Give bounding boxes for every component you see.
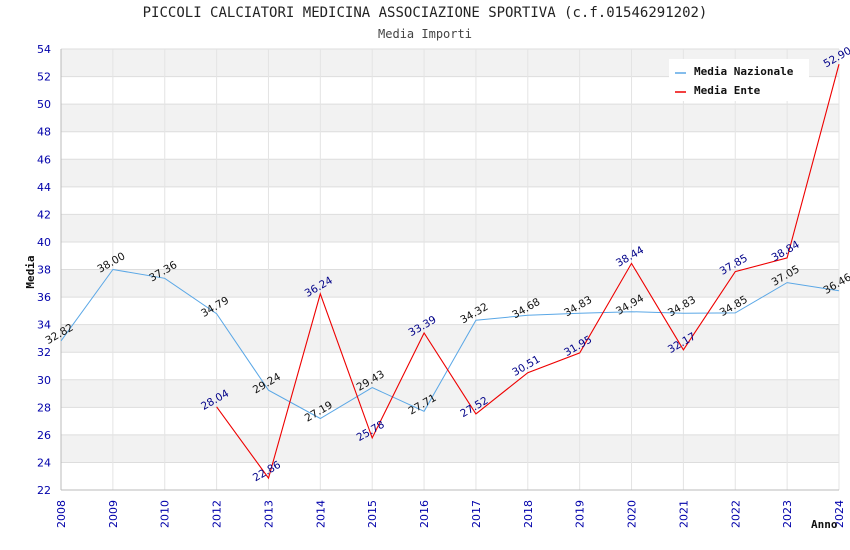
axes <box>60 49 839 491</box>
y-tick-label: 38 <box>37 264 51 277</box>
y-tick-label: 32 <box>37 346 51 359</box>
grid-band <box>61 324 839 353</box>
x-tick-label: 2012 <box>211 500 224 528</box>
x-tick-label: 2017 <box>470 500 483 528</box>
x-tick-label: 2018 <box>522 500 535 528</box>
plot-bands <box>61 49 839 463</box>
grid-band <box>61 379 839 408</box>
x-tick-label: 2009 <box>107 500 120 528</box>
x-axis-label: Anno <box>811 518 838 531</box>
series-line-nazionale <box>60 268 840 420</box>
series-lines <box>60 64 840 480</box>
grid-band <box>61 104 839 132</box>
y-tick-label: 48 <box>37 126 51 139</box>
y-tick-label: 40 <box>37 236 51 249</box>
x-tick-label: 2024 <box>833 500 846 528</box>
legend-label-ente: Media Ente <box>694 84 761 97</box>
y-tick-label: 54 <box>37 43 51 56</box>
y-tick-labels: 22 24 26 28 30 32 34 36 38 40 42 44 46 48 50 52 54 <box>37 43 51 497</box>
y-tick-label: 22 <box>37 484 51 497</box>
chart-subtitle: Media Importi <box>378 27 472 41</box>
grid-lines <box>60 48 840 491</box>
x-tick-label: 2014 <box>314 500 327 528</box>
data-label-nazionale: 34.83 <box>666 294 698 319</box>
x-tick-label: 2013 <box>262 500 275 528</box>
y-tick-label: 52 <box>37 71 51 84</box>
y-tick-label: 24 <box>37 456 51 469</box>
y-tick-label: 42 <box>37 208 51 221</box>
y-tick-label: 28 <box>37 401 51 414</box>
y-tick-label: 34 <box>37 319 51 332</box>
y-tick-label: 46 <box>37 153 51 166</box>
grid-band <box>61 269 839 298</box>
y-tick-label: 36 <box>37 291 51 304</box>
legend: Media Nazionale Media Ente <box>669 59 809 101</box>
y-tick-label: 44 <box>37 181 51 194</box>
data-label-nazionale: 34.79 <box>199 294 231 319</box>
legend-label-nazionale: Media Nazionale <box>694 65 794 78</box>
grid-band <box>61 214 839 242</box>
series-line-ente <box>216 64 840 480</box>
x-tick-label: 2010 <box>159 500 172 528</box>
grid-band <box>61 159 839 187</box>
x-tick-label: 2023 <box>781 500 794 528</box>
x-tick-label: 2022 <box>729 500 742 528</box>
x-tick-label: 2016 <box>418 500 431 528</box>
x-tick-labels: 2008 2009 2010 2012 2013 2014 2015 2016 2017 2018… <box>55 500 846 528</box>
y-tick-label: 30 <box>37 374 51 387</box>
legend-box <box>669 59 809 101</box>
x-tick-label: 2008 <box>55 500 68 528</box>
grid-band <box>61 434 839 463</box>
y-tick-label: 26 <box>37 429 51 442</box>
x-tick-label: 2020 <box>626 500 639 528</box>
data-label-nazionale: 34.83 <box>562 294 594 319</box>
data-label-ente: 30.51 <box>510 353 542 378</box>
y-axis-label: Media <box>24 255 37 288</box>
x-tick-label: 2019 <box>574 500 587 528</box>
y-tick-label: 50 <box>37 98 51 111</box>
data-label-nazionale: 34.68 <box>510 296 542 321</box>
x-tick-label: 2021 <box>677 500 690 528</box>
chart-title: PICCOLI CALCIATORI MEDICINA ASSOCIAZIONE… <box>142 5 708 21</box>
x-tick-label: 2015 <box>366 500 379 528</box>
